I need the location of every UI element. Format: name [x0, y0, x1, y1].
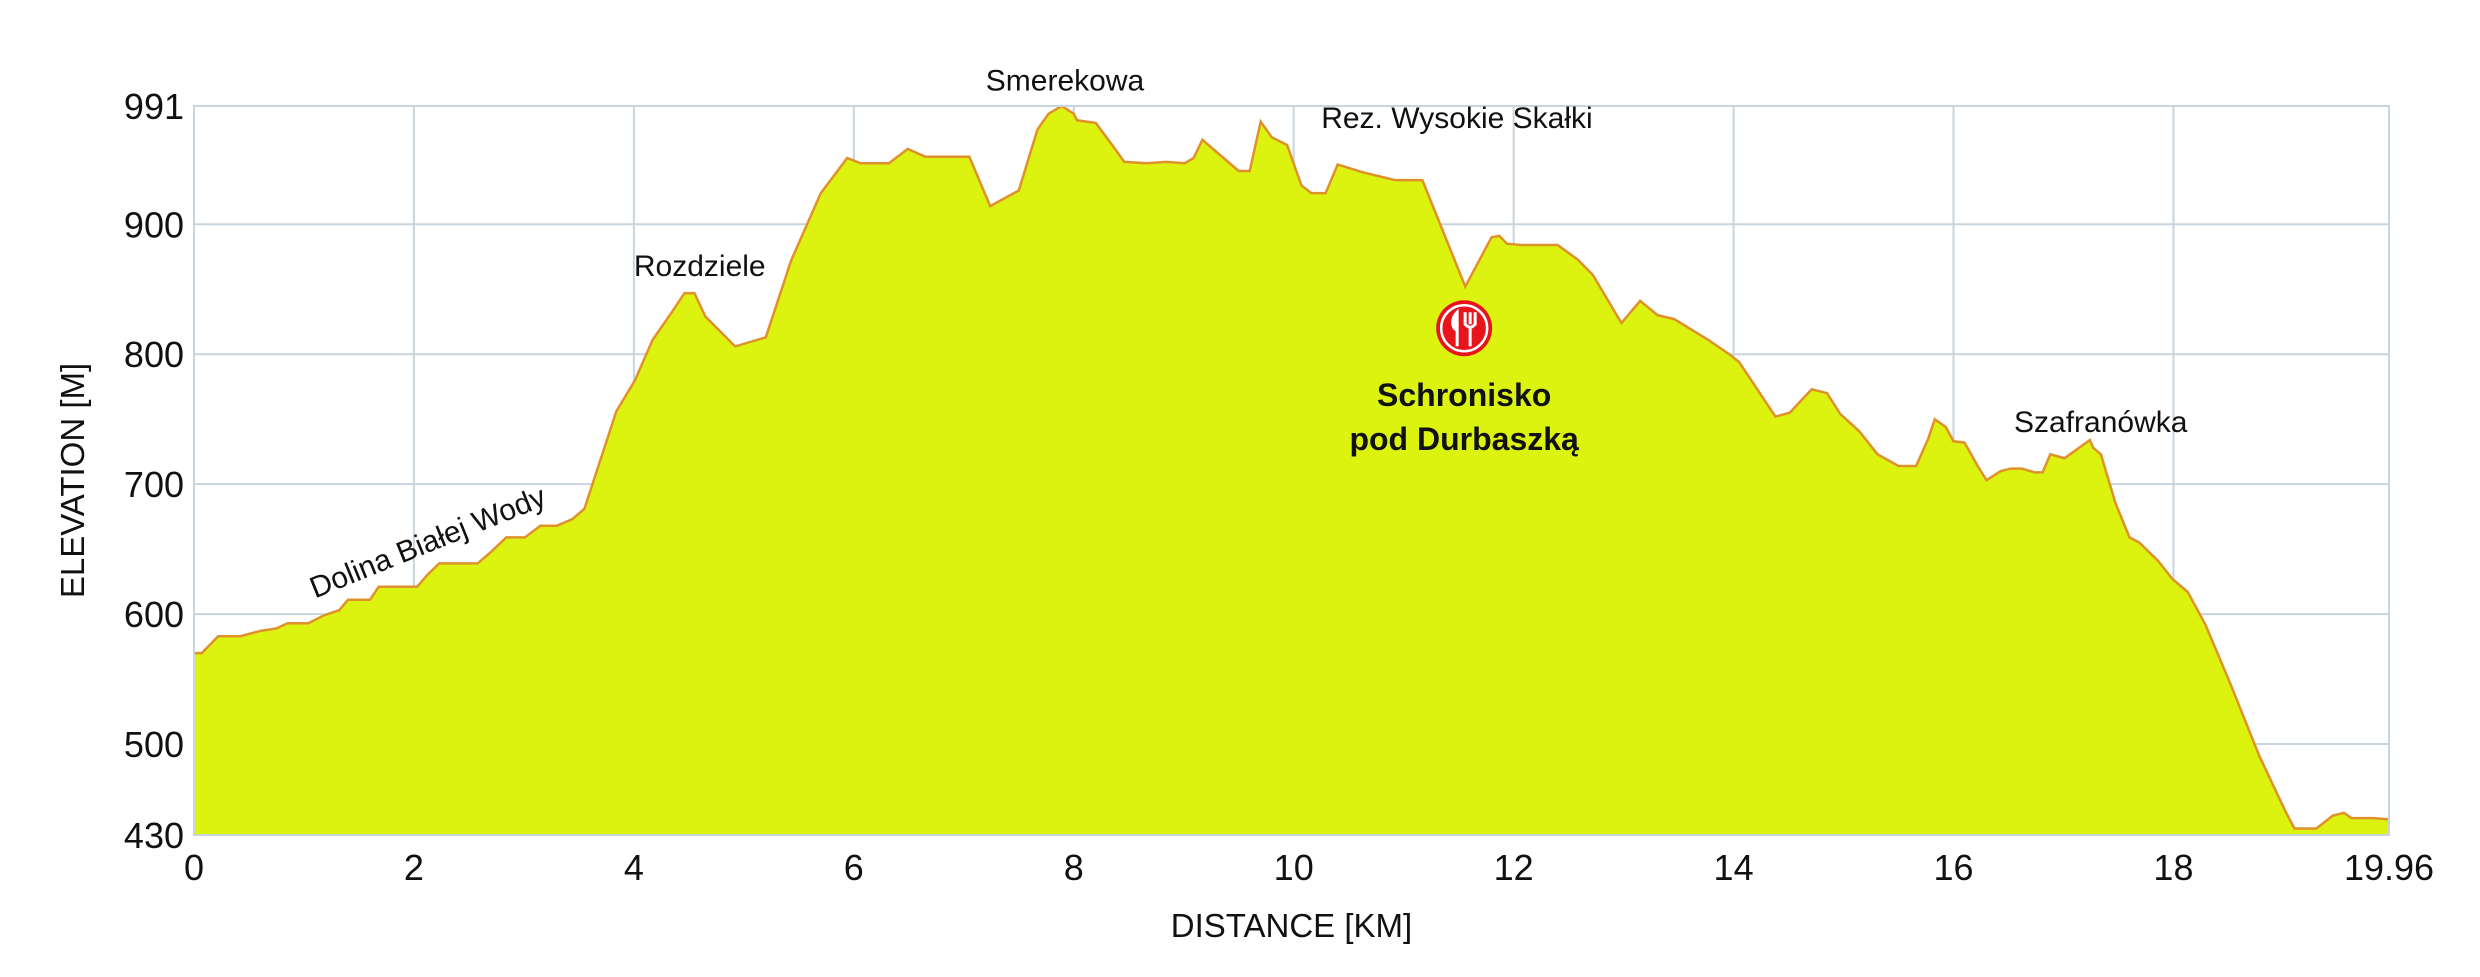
x-tick-label: 2 [404, 847, 424, 888]
elevation-area [194, 106, 2389, 835]
elevation-line [194, 104, 2390, 830]
poi-circle [1436, 300, 1493, 357]
plot-frame [193, 105, 2390, 836]
x-tick-label: 12 [1494, 847, 1534, 888]
restaurant-icon[interactable] [1436, 300, 1493, 357]
y-tick-label: 600 [124, 594, 184, 635]
annotation-label: Smerekowa [986, 64, 1145, 97]
x-axis-ticks: 0 2 4 6 8 10 12 14 16 18 19.96 [184, 847, 2434, 888]
x-tick-label: 8 [1064, 847, 1084, 888]
poi-label-line1: Schronisko [1377, 377, 1551, 413]
annotation-label: Rozdziele [634, 250, 766, 283]
x-tick-label: 18 [2153, 847, 2193, 888]
y-tick-label: 500 [124, 724, 184, 765]
x-tick-label: 14 [1714, 847, 1754, 888]
y-axis-title: ELEVATION [M] [54, 363, 91, 598]
poi-label-line2: pod Durbaszką [1349, 421, 1579, 457]
annotation-label: Szafranówka [2014, 406, 2188, 439]
poi-schronisko[interactable]: Schronisko pod Durbaszką [1349, 300, 1579, 457]
fork-icon [1463, 312, 1477, 347]
x-tick-label: 16 [1933, 847, 1973, 888]
x-tick-label: 4 [624, 847, 644, 888]
y-tick-label: 800 [124, 334, 184, 375]
x-tick-label: 19.96 [2344, 847, 2434, 888]
y-tick-label: 900 [124, 204, 184, 245]
y-tick-label: 430 [124, 815, 184, 856]
x-axis-title: DISTANCE [KM] [1171, 907, 1412, 944]
knife-icon [1451, 308, 1459, 347]
y-tick-label: 991 [124, 86, 184, 127]
poi-ring [1439, 303, 1489, 353]
x-tick-label: 10 [1274, 847, 1314, 888]
y-tick-label: 700 [124, 464, 184, 505]
annotation-label: Rez. Wysokie Skałki [1321, 102, 1592, 135]
x-tick-label: 0 [184, 847, 204, 888]
x-tick-label: 6 [844, 847, 864, 888]
y-axis-ticks: 430 500 600 700 800 900 991 [124, 86, 184, 856]
